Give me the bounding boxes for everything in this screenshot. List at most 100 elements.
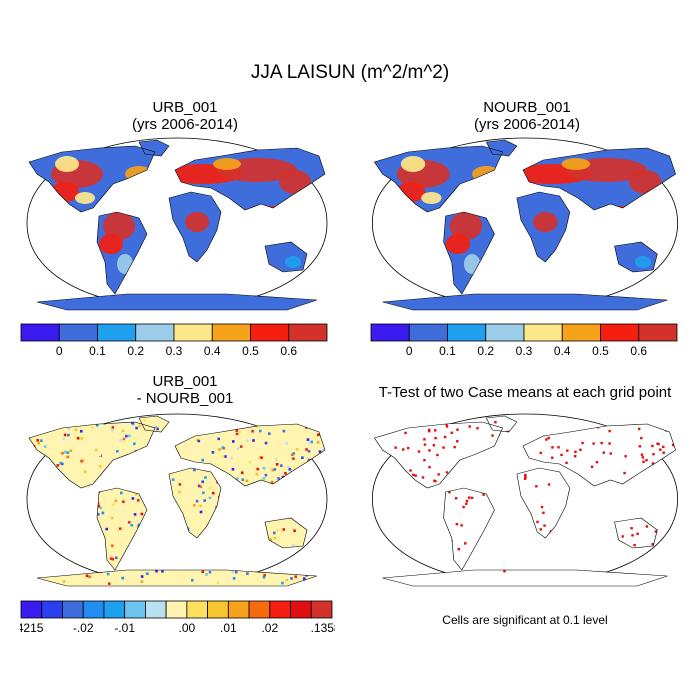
difference-cell bbox=[98, 465, 102, 468]
significant-cell bbox=[453, 445, 456, 449]
colorbar-tick-label: 0.6 bbox=[280, 344, 297, 358]
significant-cell bbox=[566, 449, 569, 452]
colorbar-swatch bbox=[269, 600, 291, 619]
colorbar-swatch bbox=[288, 323, 328, 342]
difference-cell bbox=[205, 440, 209, 443]
significant-cell bbox=[428, 449, 431, 452]
significant-cell bbox=[374, 453, 377, 457]
difference-cell bbox=[66, 451, 70, 454]
difference-cell bbox=[133, 513, 137, 516]
significant-cell bbox=[635, 560, 638, 563]
coastline bbox=[264, 241, 308, 273]
significant-cell bbox=[673, 457, 676, 461]
difference-cell bbox=[224, 455, 227, 458]
significant-cell bbox=[579, 448, 582, 451]
coastline bbox=[168, 191, 222, 263]
difference-cell bbox=[216, 577, 220, 581]
difference-cell bbox=[140, 580, 144, 583]
difference-cell bbox=[305, 568, 309, 571]
significant-cell bbox=[455, 522, 459, 526]
difference-cell bbox=[82, 422, 86, 426]
vegetation-patch bbox=[285, 256, 301, 268]
difference-cell bbox=[317, 570, 321, 574]
colorbar-tick-label: -.14215 bbox=[20, 621, 44, 635]
colorbar-nourb: 0 0.1 0.2 0.3 0.4 0.5 0.6 bbox=[370, 323, 680, 366]
land-region bbox=[139, 140, 169, 156]
significant-cell bbox=[423, 438, 426, 441]
coastline bbox=[522, 423, 676, 487]
panel-title-line: (yrs 2006-2014) bbox=[474, 116, 580, 133]
panel-title-ttest: T-Test of two Case means at each grid po… bbox=[350, 384, 700, 401]
difference-cell bbox=[273, 468, 277, 471]
difference-cell bbox=[136, 525, 140, 528]
difference-cell bbox=[255, 452, 258, 456]
significant-cell bbox=[375, 550, 379, 554]
difference-cell bbox=[211, 451, 215, 454]
land-region bbox=[265, 518, 307, 548]
difference-cell bbox=[79, 429, 83, 433]
difference-cell bbox=[56, 464, 60, 467]
significant-cell bbox=[672, 424, 676, 427]
coastline bbox=[96, 211, 148, 295]
significant-cell bbox=[547, 436, 550, 440]
vegetation-patch bbox=[185, 212, 209, 232]
panel-title-line: (yrs 2006-2014) bbox=[132, 116, 238, 133]
coastline bbox=[174, 147, 326, 211]
vegetation-patch bbox=[449, 212, 483, 240]
colorbar-tick-label: 0.2 bbox=[477, 344, 494, 358]
significant-cell bbox=[677, 481, 679, 483]
vegetation-patch bbox=[213, 158, 241, 170]
difference-cell bbox=[128, 434, 131, 438]
difference-cell bbox=[238, 430, 241, 434]
coastline bbox=[36, 293, 318, 311]
significant-cell bbox=[610, 420, 613, 424]
difference-cell bbox=[38, 569, 41, 573]
difference-cell bbox=[235, 432, 239, 436]
significant-cell bbox=[581, 441, 584, 445]
significant-cell bbox=[631, 534, 634, 537]
panel-title-diff: URB_001 - NOURB_001 bbox=[35, 373, 335, 407]
difference-cell bbox=[212, 491, 215, 495]
difference-cell bbox=[121, 429, 125, 433]
significant-cell bbox=[651, 462, 655, 465]
difference-cell bbox=[231, 467, 235, 471]
significant-cell bbox=[433, 429, 437, 432]
colorbar-swatch bbox=[310, 600, 333, 619]
colorbar-swatch bbox=[447, 323, 487, 342]
difference-cell bbox=[195, 499, 199, 503]
colorbar-tick-label: 0 bbox=[406, 344, 413, 358]
difference-cell bbox=[312, 424, 316, 428]
colorbar-swatch bbox=[523, 323, 563, 342]
colorbar-tick-label: -.01 bbox=[114, 621, 135, 635]
significant-cell bbox=[427, 429, 431, 433]
significant-cell bbox=[448, 491, 451, 494]
difference-cell bbox=[264, 473, 268, 477]
difference-cell bbox=[205, 573, 208, 576]
difference-cell bbox=[61, 559, 65, 562]
colorbar-tick-label: 0.4 bbox=[554, 344, 571, 358]
difference-cell bbox=[62, 580, 66, 583]
difference-cell bbox=[81, 459, 85, 462]
difference-cell bbox=[201, 480, 205, 484]
colorbar-swatch bbox=[600, 323, 640, 342]
significant-cell bbox=[663, 423, 666, 426]
difference-cell bbox=[318, 534, 322, 537]
difference-cell bbox=[236, 477, 239, 481]
difference-cell bbox=[251, 429, 254, 433]
coastline bbox=[382, 293, 668, 311]
difference-cell bbox=[29, 423, 32, 427]
difference-cell bbox=[143, 419, 146, 422]
panel-title-line: - NOURB_001 bbox=[136, 390, 234, 407]
land-region bbox=[37, 570, 317, 586]
significant-cell bbox=[630, 527, 633, 530]
difference-cell bbox=[171, 478, 175, 481]
map-difference bbox=[26, 413, 329, 587]
difference-cell bbox=[326, 535, 329, 538]
significant-cell bbox=[651, 444, 654, 448]
vegetation-patch bbox=[421, 192, 442, 204]
difference-cell bbox=[197, 439, 201, 443]
significant-cell bbox=[543, 524, 546, 527]
difference-cell bbox=[76, 436, 80, 440]
significant-cell bbox=[602, 451, 605, 454]
difference-cell bbox=[109, 557, 113, 560]
